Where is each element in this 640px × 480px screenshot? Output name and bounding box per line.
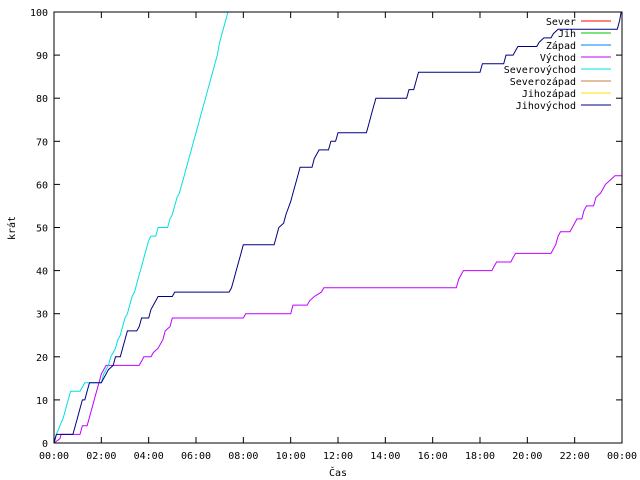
- x-axis: 00:00 02:00 04:00 06:00 08:00 10:00 12:00 14:00…: [39, 12, 637, 462]
- x-tick-label: 10:00: [276, 451, 306, 462]
- legend-label: Jihozápad: [522, 88, 576, 100]
- legend-label: Jih: [558, 29, 576, 40]
- x-axis-label: Čas: [329, 466, 347, 479]
- y-tick-label: 40: [36, 267, 48, 278]
- x-tick-label: 16:00: [418, 451, 448, 462]
- x-tick-label: 12:00: [323, 451, 353, 462]
- y-tick-label: 50: [36, 224, 48, 235]
- y-tick-label: 70: [36, 137, 48, 148]
- series-line-severovychod: [54, 12, 229, 443]
- y-tick-label: 30: [36, 310, 48, 321]
- y-tick-label: 100: [30, 8, 48, 19]
- series-line-jihovychod: [54, 12, 622, 443]
- plot-series: [54, 12, 622, 443]
- legend-label: Západ: [546, 40, 576, 52]
- y-tick-label: 90: [36, 51, 48, 62]
- y-axis-label: krát: [6, 216, 18, 240]
- x-tick-label: 06:00: [181, 451, 211, 462]
- y-tick-label: 80: [36, 94, 48, 105]
- x-tick-label: 00:00: [39, 451, 69, 462]
- x-tick-label: 22:00: [560, 451, 590, 462]
- x-tick-label: 08:00: [228, 451, 258, 462]
- x-tick-label: 02:00: [86, 451, 116, 462]
- series-line-vychod: [54, 175, 622, 443]
- legend-label: Severovýchod: [504, 64, 576, 76]
- legend-label: Východ: [540, 52, 576, 64]
- legend-label: Severozápad: [510, 76, 576, 88]
- x-tick-label: 20:00: [512, 451, 542, 462]
- y-tick-label: 20: [36, 353, 48, 364]
- x-tick-label: 14:00: [370, 451, 400, 462]
- legend: SeverJihZápadVýchodSeverovýchodSeverozáp…: [504, 17, 611, 112]
- legend-label: Jihovýchod: [516, 100, 576, 112]
- x-tick-label: 00:00: [607, 451, 637, 462]
- y-tick-label: 60: [36, 180, 48, 191]
- x-tick-label: 18:00: [465, 451, 495, 462]
- x-tick-label: 04:00: [134, 451, 164, 462]
- y-axis: 0 10 20 30 40 50 60 70 80 90 100: [30, 8, 622, 450]
- y-tick-label: 10: [36, 396, 48, 407]
- legend-label: Sever: [546, 17, 576, 28]
- y-tick-label: 0: [42, 439, 48, 450]
